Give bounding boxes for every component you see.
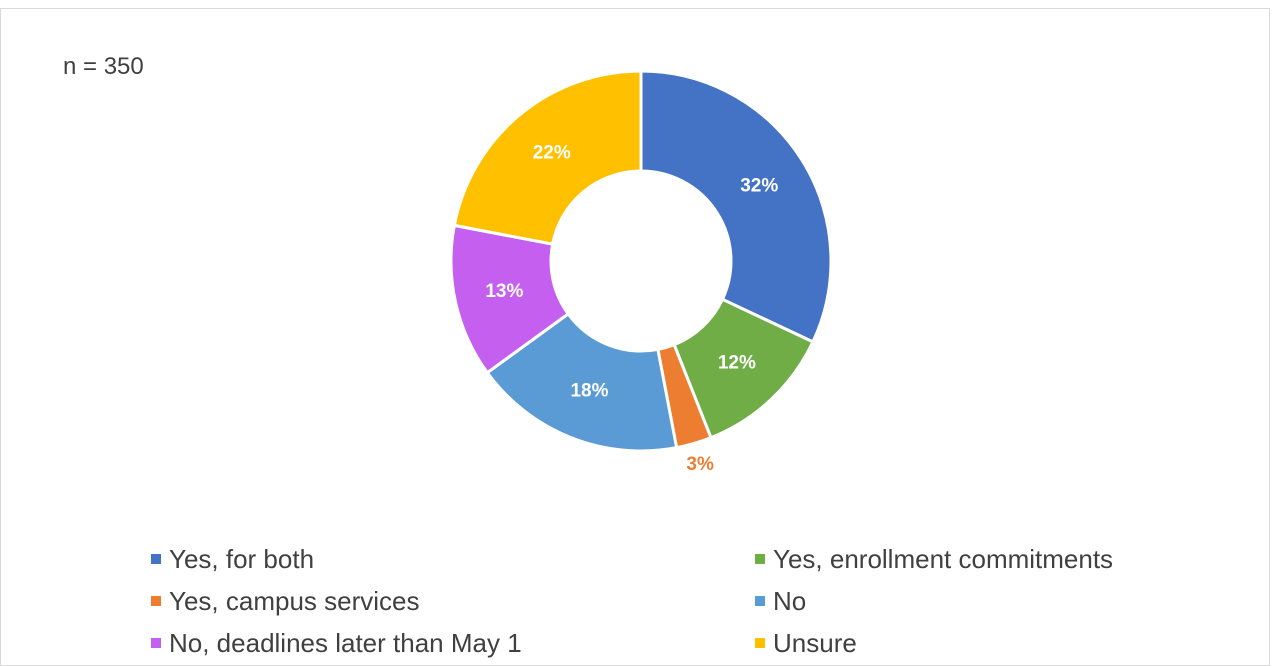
legend-label: Yes, enrollment commitments: [773, 543, 1114, 574]
chart-area: n = 350 32% 12% 3% 18% 13% 22% Yes, for both …: [0, 8, 1270, 666]
legend-label: No: [773, 585, 807, 616]
donut-slice: [452, 69, 643, 246]
donut-slice: [639, 69, 833, 344]
donut-slice: [485, 311, 679, 453]
slice-percent-label: 32%: [740, 175, 778, 196]
slice-percent-label: 22%: [533, 143, 571, 164]
slice-percent-label: 12%: [718, 353, 756, 374]
legend-item-yes-for-both: Yes, for both: [151, 539, 755, 579]
legend-swatch: [151, 554, 161, 564]
legend-swatch: [151, 596, 161, 606]
slice-percent-label: 18%: [570, 381, 608, 402]
cropped-caption-strip: [0, 0, 1272, 8]
slice-percent-label: 3%: [686, 454, 714, 475]
sample-size-note: n = 350: [63, 53, 144, 80]
legend: Yes, for both Yes, enrollment commitment…: [151, 539, 1171, 663]
legend-item-no-deadlines-later: No, deadlines later than May 1: [151, 623, 755, 663]
labels-group: 32% 12% 3% 18% 13% 22%: [485, 143, 778, 475]
legend-item-unsure: Unsure: [755, 623, 1171, 663]
legend-item-no: No: [755, 581, 1171, 621]
legend-swatch: [755, 554, 765, 564]
legend-label: No, deadlines later than May 1: [169, 627, 522, 658]
legend-swatch: [755, 596, 765, 606]
legend-item-yes-enrollment-commitments: Yes, enrollment commitments: [755, 539, 1171, 579]
legend-label: Yes, for both: [169, 543, 315, 574]
legend-swatch: [755, 638, 765, 648]
donut-chart: 32% 12% 3% 18% 13% 22%: [449, 69, 833, 475]
legend-swatch: [151, 638, 161, 648]
legend-label: Unsure: [773, 627, 857, 658]
slices-group: [449, 69, 833, 453]
slice-percent-label: 13%: [485, 281, 523, 302]
legend-label: Yes, campus services: [169, 585, 420, 616]
legend-item-yes-campus-services: Yes, campus services: [151, 581, 755, 621]
